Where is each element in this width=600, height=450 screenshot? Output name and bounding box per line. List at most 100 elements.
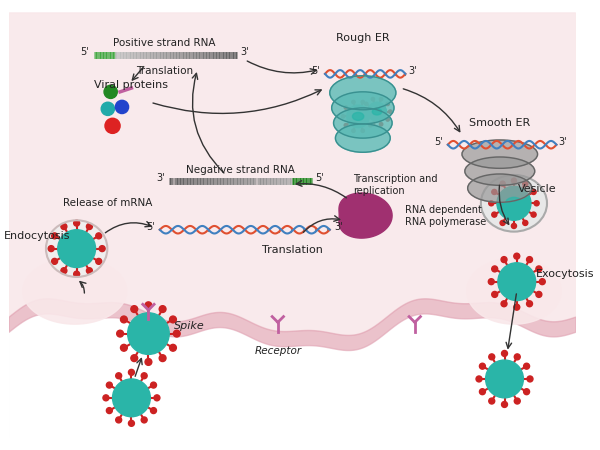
- Circle shape: [501, 256, 507, 262]
- Polygon shape: [467, 174, 532, 202]
- Circle shape: [173, 330, 180, 337]
- Circle shape: [514, 253, 520, 259]
- Text: 5': 5': [80, 47, 89, 57]
- Text: Exocytosis: Exocytosis: [536, 269, 594, 279]
- Circle shape: [116, 330, 124, 337]
- Circle shape: [131, 306, 137, 312]
- Circle shape: [502, 401, 508, 407]
- Circle shape: [74, 271, 80, 277]
- Circle shape: [365, 102, 368, 106]
- Circle shape: [116, 373, 122, 379]
- Circle shape: [145, 302, 152, 309]
- Circle shape: [514, 398, 520, 404]
- Text: 3': 3': [408, 66, 417, 76]
- Circle shape: [368, 102, 386, 121]
- Circle shape: [386, 118, 389, 121]
- Circle shape: [527, 376, 533, 382]
- Circle shape: [524, 389, 530, 395]
- Polygon shape: [465, 157, 535, 185]
- Polygon shape: [332, 92, 394, 124]
- Ellipse shape: [46, 220, 107, 277]
- Circle shape: [524, 363, 530, 369]
- Polygon shape: [335, 124, 390, 152]
- Circle shape: [488, 279, 494, 285]
- Text: Translation: Translation: [136, 66, 193, 76]
- Circle shape: [489, 201, 494, 206]
- Circle shape: [145, 359, 152, 365]
- Circle shape: [479, 389, 485, 395]
- Text: 5': 5': [316, 173, 325, 183]
- Circle shape: [511, 178, 517, 183]
- Circle shape: [159, 355, 166, 361]
- Polygon shape: [23, 258, 127, 324]
- Circle shape: [371, 115, 375, 118]
- Circle shape: [131, 355, 137, 361]
- Text: Release of mRNA: Release of mRNA: [63, 198, 152, 208]
- Circle shape: [386, 102, 389, 106]
- Circle shape: [500, 220, 505, 225]
- Text: 5': 5': [311, 66, 320, 76]
- Circle shape: [371, 97, 374, 101]
- Circle shape: [368, 124, 372, 127]
- Text: 3': 3': [156, 173, 164, 183]
- Polygon shape: [462, 140, 538, 168]
- Circle shape: [170, 344, 176, 351]
- Circle shape: [52, 233, 58, 239]
- Circle shape: [121, 344, 127, 351]
- Ellipse shape: [67, 242, 86, 255]
- Circle shape: [497, 186, 531, 220]
- Ellipse shape: [122, 391, 141, 405]
- Circle shape: [151, 382, 157, 388]
- Circle shape: [500, 181, 505, 186]
- Circle shape: [113, 379, 151, 417]
- Circle shape: [141, 417, 147, 423]
- Circle shape: [539, 279, 545, 285]
- Text: Receptor: Receptor: [254, 346, 301, 356]
- Circle shape: [106, 408, 112, 414]
- Circle shape: [501, 301, 507, 307]
- Circle shape: [352, 129, 355, 132]
- Text: Positive strand RNA: Positive strand RNA: [113, 37, 216, 48]
- Circle shape: [96, 258, 102, 264]
- Circle shape: [61, 224, 67, 230]
- Circle shape: [154, 395, 160, 401]
- Circle shape: [58, 230, 95, 267]
- Circle shape: [106, 382, 112, 388]
- Circle shape: [502, 351, 508, 356]
- Circle shape: [101, 102, 115, 116]
- Text: Vesicle: Vesicle: [518, 184, 557, 194]
- Circle shape: [141, 373, 147, 379]
- Circle shape: [74, 220, 80, 226]
- Circle shape: [531, 212, 536, 217]
- Circle shape: [103, 395, 109, 401]
- Circle shape: [492, 292, 497, 297]
- Circle shape: [527, 301, 533, 307]
- Circle shape: [86, 224, 92, 230]
- Circle shape: [514, 304, 520, 310]
- Circle shape: [498, 263, 536, 301]
- Circle shape: [492, 266, 497, 272]
- Text: Rough ER: Rough ER: [336, 33, 389, 43]
- Circle shape: [361, 100, 364, 104]
- Circle shape: [361, 129, 364, 132]
- Circle shape: [492, 212, 497, 217]
- Circle shape: [352, 100, 355, 104]
- Text: Translation: Translation: [262, 245, 322, 255]
- Circle shape: [105, 118, 120, 133]
- Polygon shape: [339, 193, 392, 238]
- Circle shape: [389, 110, 392, 113]
- Circle shape: [536, 292, 542, 297]
- Circle shape: [151, 408, 157, 414]
- Circle shape: [48, 246, 54, 252]
- Circle shape: [523, 181, 528, 186]
- Ellipse shape: [138, 326, 159, 341]
- Text: RNA dependent
RNA polymerase: RNA dependent RNA polymerase: [406, 205, 487, 227]
- Circle shape: [104, 85, 117, 99]
- Text: 5': 5': [146, 222, 155, 232]
- Ellipse shape: [481, 175, 547, 232]
- Circle shape: [371, 122, 374, 126]
- Ellipse shape: [372, 108, 382, 115]
- Circle shape: [368, 106, 372, 109]
- Circle shape: [96, 233, 102, 239]
- Circle shape: [116, 417, 122, 423]
